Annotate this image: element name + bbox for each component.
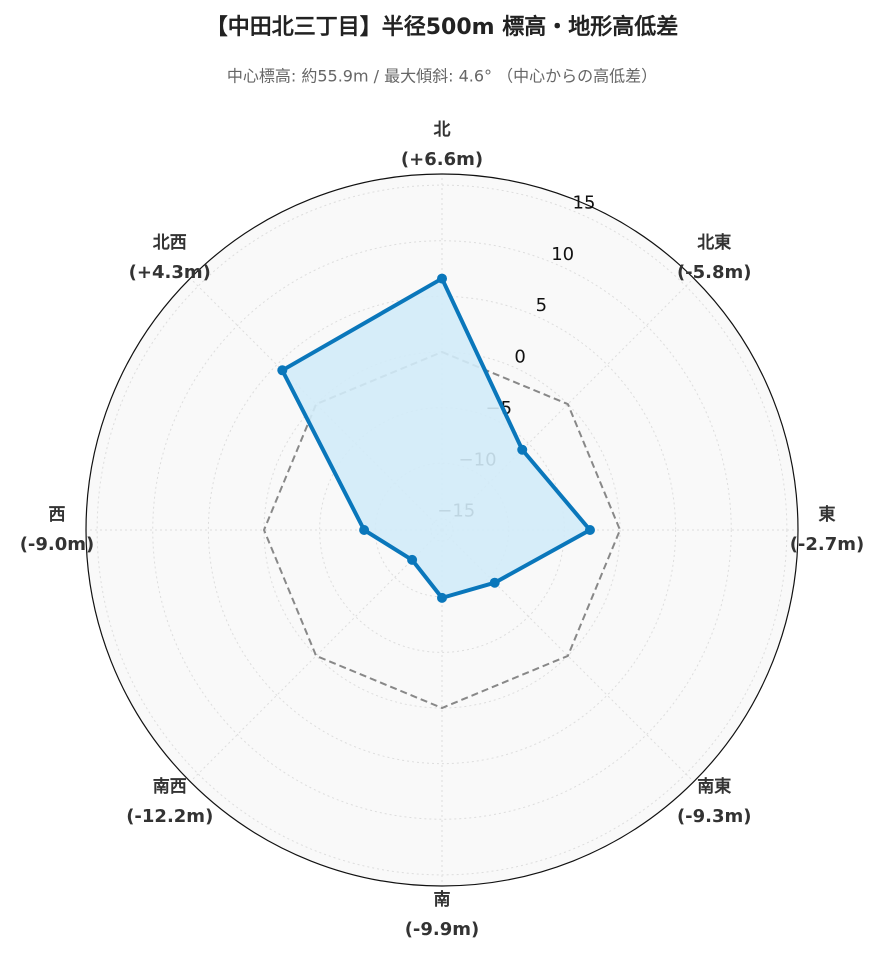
r-tick-label: 10 bbox=[551, 244, 574, 265]
data-point bbox=[277, 365, 288, 376]
category-label: 北東 bbox=[697, 232, 731, 253]
category-label: 南西 bbox=[153, 776, 187, 797]
category-label: 西 bbox=[49, 505, 66, 525]
category-label: 南東 bbox=[697, 776, 731, 797]
value-label: (-2.7m) bbox=[790, 534, 865, 555]
zero-line bbox=[262, 350, 622, 710]
data-point bbox=[437, 592, 447, 603]
value-label: (-9.3m) bbox=[677, 806, 752, 827]
value-label: (+6.6m) bbox=[401, 149, 483, 170]
spoke bbox=[441, 529, 695, 783]
data-point bbox=[584, 525, 595, 535]
chart-title: 【中田北三丁目】半径500m 標高・地形高低差 bbox=[206, 14, 679, 40]
r-tick-label: 5 bbox=[536, 295, 547, 316]
data-point bbox=[437, 273, 447, 284]
chart-subtitle: 中心標高: 約55.9m / 最大傾斜: 4.6° （中心からの高低差） bbox=[227, 67, 657, 86]
category-label: 北西 bbox=[153, 233, 187, 253]
spoke bbox=[189, 277, 443, 531]
category-label: 北 bbox=[434, 120, 451, 140]
grid-circle bbox=[96, 184, 788, 876]
data-point bbox=[407, 554, 418, 565]
grid-circle bbox=[263, 351, 621, 709]
category-label: 東 bbox=[819, 504, 836, 525]
grid-circle bbox=[152, 240, 732, 820]
data-point bbox=[359, 525, 370, 535]
category-label: 南 bbox=[434, 889, 451, 910]
value-label: (-5.8m) bbox=[677, 262, 752, 283]
value-label: (+4.3m) bbox=[129, 262, 211, 283]
value-label: (-9.0m) bbox=[20, 534, 95, 555]
value-label: (-12.2m) bbox=[126, 806, 213, 827]
r-tick-label: 0 bbox=[514, 347, 525, 368]
spoke bbox=[441, 277, 695, 531]
value-label: (-9.9m) bbox=[405, 919, 480, 940]
data-point bbox=[489, 577, 500, 588]
outer-circle bbox=[85, 173, 799, 887]
data-point bbox=[517, 444, 528, 455]
spoke bbox=[189, 529, 443, 783]
r-tick-label: 15 bbox=[573, 192, 596, 213]
